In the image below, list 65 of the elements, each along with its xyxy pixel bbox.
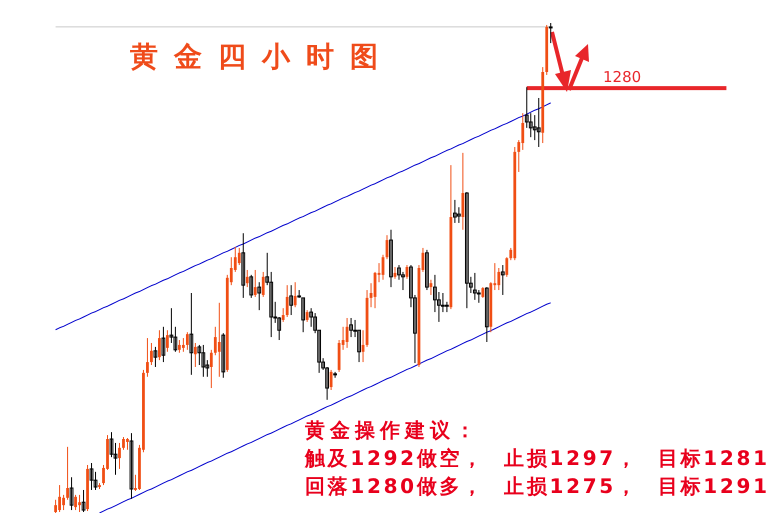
annotation: 黄金操作建议：: [304, 418, 480, 442]
candlestick: [182, 338, 185, 352]
candlestick: [126, 438, 129, 450]
candlestick: [74, 494, 77, 511]
candlestick: [189, 292, 194, 376]
candlestick: [66, 446, 69, 500]
candlestick: [257, 282, 262, 311]
candlestick: [201, 344, 206, 378]
candlestick: [197, 344, 202, 366]
candlestick: [277, 316, 282, 341]
annotation: 触及1292做空， 止损1297， 目标1281: [304, 446, 767, 470]
candlestick: [500, 264, 505, 296]
candlestick: [524, 86, 529, 128]
candlestick: [301, 297, 306, 333]
candlestick: [154, 346, 158, 368]
candlestick: [362, 330, 364, 363]
candlestick: [214, 326, 217, 356]
candlestick: [306, 310, 309, 322]
candlestick: [425, 249, 429, 291]
candlestick: [536, 97, 541, 148]
candlestick: [346, 317, 348, 348]
candlestick: [54, 499, 57, 513]
candlestick: [452, 199, 457, 224]
candlestick: [178, 340, 181, 354]
candlestick: [548, 22, 553, 44]
candlestick: [166, 330, 169, 352]
candlestick: [150, 342, 153, 366]
candlestick: [221, 332, 226, 378]
candlestick: [406, 264, 408, 280]
candlestick: [70, 476, 74, 511]
candlestick: [484, 286, 489, 342]
candlestick: [330, 369, 333, 391]
candlestick: [389, 229, 393, 288]
candlestick: [162, 326, 166, 363]
candlestick: [472, 272, 477, 300]
candlestick: [130, 432, 134, 500]
candlestick: [241, 232, 246, 298]
candlestick: [464, 192, 469, 309]
candlestick: [269, 271, 274, 338]
candlestick: [158, 330, 161, 361]
candlestick: [118, 442, 121, 470]
candlestick: [249, 274, 254, 298]
text: 黄金四小时图: [129, 40, 394, 73]
candlestick: [146, 338, 149, 378]
annotation: 回落1280做多， 止损1275， 目标1291: [305, 474, 767, 498]
candlestick: [82, 489, 86, 513]
candlestick: [445, 301, 449, 313]
candlestick: [58, 484, 61, 513]
candlestick: [90, 462, 94, 490]
candlestick: [254, 269, 257, 298]
candlestick: [122, 436, 125, 450]
candlestick: [386, 234, 388, 260]
candlestick: [186, 332, 189, 350]
candlestick: [78, 494, 81, 513]
candlestick: [289, 284, 294, 316]
candlestick: [505, 256, 508, 278]
candlestick: [481, 286, 484, 298]
candlestick: [349, 317, 353, 338]
candlestick: [382, 254, 384, 280]
candlestick: [62, 494, 65, 511]
candlestick: [430, 279, 432, 296]
candlestick: [218, 302, 221, 378]
candlestick: [282, 308, 285, 322]
candlestick: [394, 266, 396, 280]
annotation: 1280: [603, 68, 642, 86]
